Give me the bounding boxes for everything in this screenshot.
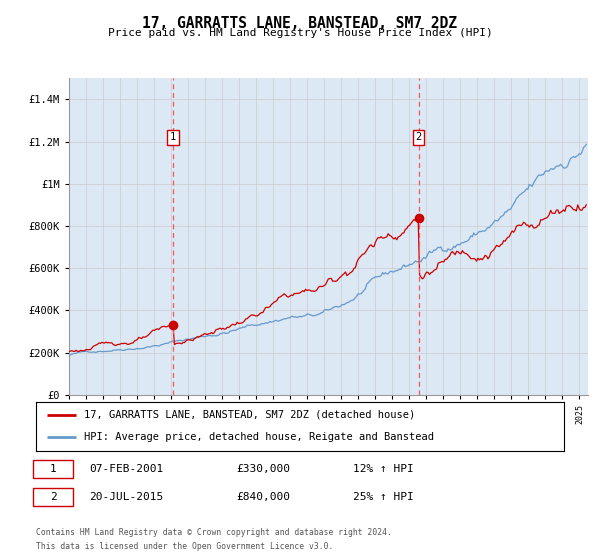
Text: 20-JUL-2015: 20-JUL-2015 [89, 492, 163, 502]
Text: HPI: Average price, detached house, Reigate and Banstead: HPI: Average price, detached house, Reig… [83, 432, 434, 442]
Text: Contains HM Land Registry data © Crown copyright and database right 2024.: Contains HM Land Registry data © Crown c… [36, 528, 392, 536]
Text: 2: 2 [416, 133, 422, 142]
Text: 07-FEB-2001: 07-FEB-2001 [89, 464, 163, 474]
Text: 2: 2 [50, 492, 56, 502]
Text: Price paid vs. HM Land Registry's House Price Index (HPI): Price paid vs. HM Land Registry's House … [107, 28, 493, 38]
Text: 25% ↑ HPI: 25% ↑ HPI [353, 492, 413, 502]
Text: £840,000: £840,000 [236, 492, 290, 502]
FancyBboxPatch shape [34, 460, 73, 478]
Text: 17, GARRATTS LANE, BANSTEAD, SM7 2DZ: 17, GARRATTS LANE, BANSTEAD, SM7 2DZ [143, 16, 458, 31]
Text: 1: 1 [50, 464, 56, 474]
Text: 17, GARRATTS LANE, BANSTEAD, SM7 2DZ (detached house): 17, GARRATTS LANE, BANSTEAD, SM7 2DZ (de… [83, 410, 415, 420]
FancyBboxPatch shape [34, 488, 73, 506]
Text: 1: 1 [170, 133, 176, 142]
Text: This data is licensed under the Open Government Licence v3.0.: This data is licensed under the Open Gov… [36, 542, 334, 550]
Text: £330,000: £330,000 [236, 464, 290, 474]
Text: 12% ↑ HPI: 12% ↑ HPI [353, 464, 413, 474]
